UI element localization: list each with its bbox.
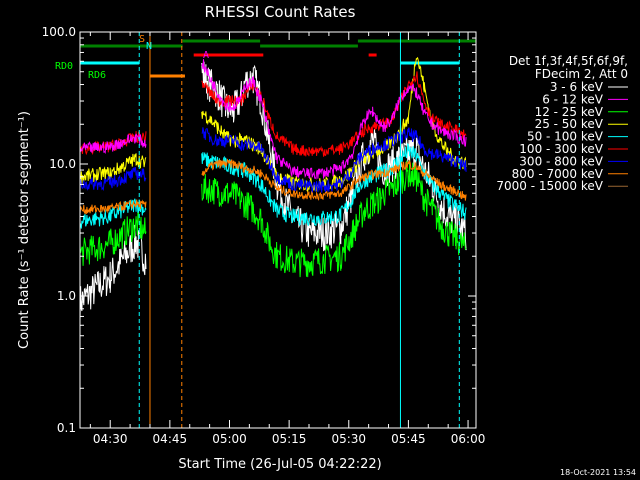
- legend-label-4: 50 - 100 keV: [527, 130, 604, 144]
- x-tick-label-0: 04:30: [93, 432, 128, 446]
- series-line-6: [79, 127, 467, 193]
- legend-label-7: 800 - 7000 keV: [512, 167, 604, 181]
- chart-title: RHESSI Count Rates: [205, 3, 356, 21]
- x-tick-label-6: 06:00: [451, 432, 486, 446]
- legend-header-2: FDecim 2, Att 0: [535, 67, 628, 81]
- plot-frame: [79, 31, 477, 429]
- flag-bars: [80, 39, 476, 78]
- legend-label-1: 6 - 12 keV: [542, 92, 604, 106]
- series-lines: [79, 56, 467, 321]
- y-tick-label-3: 100.0: [42, 25, 76, 39]
- x-tick-label-3: 05:15: [272, 432, 307, 446]
- annotation-rd0: RD0: [55, 61, 73, 72]
- legend-label-8: 7000 - 15000 keV: [496, 179, 603, 193]
- x-axis-label: Start Time (26-Jul-05 04:22:22): [178, 457, 381, 472]
- x-tick-label-4: 05:30: [331, 432, 366, 446]
- series-line-2: [79, 160, 467, 278]
- annotation-rd6: RD6: [88, 70, 106, 81]
- footer-timestamp: 18-Oct-2021 13:54: [560, 468, 636, 477]
- x-tick-label-5: 05:45: [391, 432, 426, 446]
- y-tick-label-1: 1.0: [57, 289, 76, 303]
- annotation-s: S: [139, 34, 145, 45]
- legend: Det 1f,3f,4f,5f,6f,9f, FDecim 2, Att 0 3…: [496, 54, 628, 193]
- annotation-n: N: [146, 41, 152, 52]
- series-line-7: [79, 158, 467, 215]
- legend-label-3: 25 - 50 keV: [535, 117, 604, 131]
- legend-label-2: 12 - 25 keV: [535, 105, 604, 119]
- series-line-1: [79, 59, 467, 180]
- legend-label-0: 3 - 6 keV: [550, 80, 604, 94]
- legend-label-5: 100 - 300 keV: [519, 142, 603, 156]
- legend-label-6: 300 - 800 keV: [519, 154, 603, 168]
- annotation-a: A: [203, 50, 209, 61]
- series-line-0: [79, 61, 467, 321]
- x-tick-label-2: 05:00: [212, 432, 247, 446]
- axes: 04:30 04:45 05:00 05:15 05:30 05:45 06:00 0.1 1.…: [42, 25, 486, 446]
- y-tick-label-2: 10.0: [49, 157, 76, 171]
- x-tick-label-1: 04:45: [153, 432, 188, 446]
- y-tick-label-0: 0.1: [57, 421, 76, 435]
- legend-header-1: Det 1f,3f,4f,5f,6f,9f,: [509, 54, 628, 68]
- y-axis-label: Count Rate (s⁻¹ detector segment⁻¹): [17, 111, 32, 349]
